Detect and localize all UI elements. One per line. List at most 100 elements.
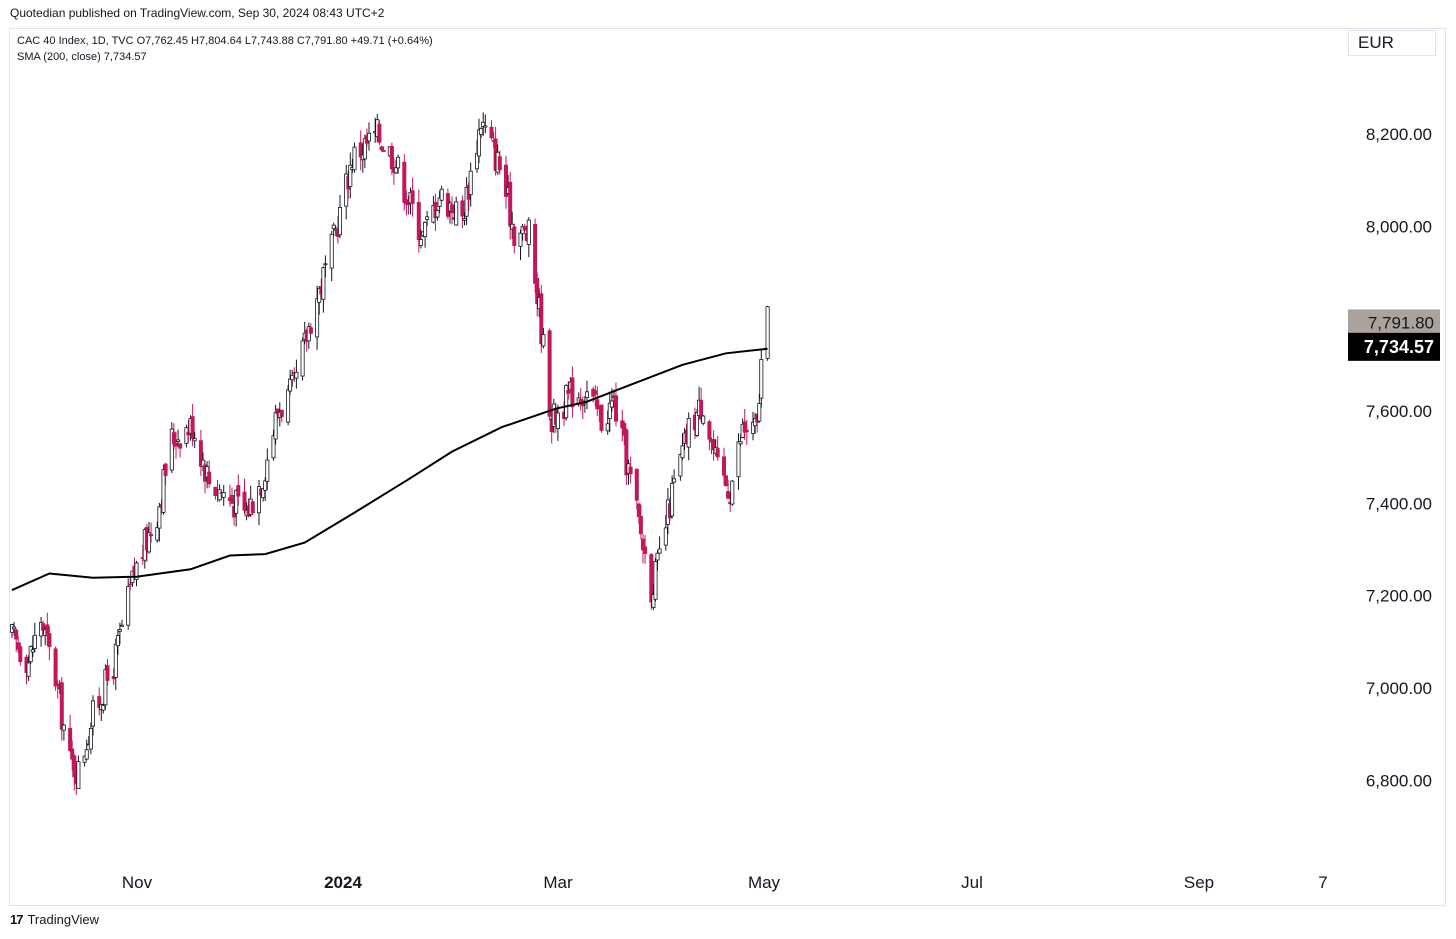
candle: [146, 522, 151, 554]
candle: [113, 638, 118, 690]
price-tick-label: 7,400.00: [1366, 494, 1432, 513]
candle: [655, 550, 660, 571]
time-tick-label: Nov: [122, 873, 153, 892]
time-tick-label: 2024: [324, 873, 362, 892]
candle: [12, 621, 17, 636]
candle: [28, 645, 33, 665]
candle: [308, 323, 313, 334]
candle: [26, 655, 31, 682]
currency-button[interactable]: EUR: [1348, 30, 1436, 56]
candle: [273, 404, 278, 445]
sma-line: [11, 347, 768, 592]
candle: [402, 154, 407, 211]
candle: [489, 120, 494, 140]
candle: [68, 714, 73, 753]
candle: [695, 409, 700, 438]
candle: [323, 255, 328, 278]
candle: [70, 740, 75, 771]
candle: [381, 146, 386, 153]
price-tick-label: 8,200.00: [1366, 125, 1432, 144]
candle: [416, 189, 421, 253]
candle: [39, 617, 44, 647]
candle: [126, 578, 131, 630]
candle: [47, 626, 52, 661]
chart-frame: [9, 28, 1446, 906]
candle: [711, 430, 716, 461]
time-tick-label: Mar: [543, 873, 573, 892]
candle: [657, 536, 662, 554]
time-tick-label: Sep: [1184, 873, 1214, 892]
candle: [423, 221, 428, 248]
candle: [555, 404, 560, 441]
candle: [686, 412, 691, 461]
candle: [306, 322, 311, 349]
time-tick-label: Jul: [961, 873, 983, 892]
candle: [198, 429, 203, 476]
candle: [344, 164, 349, 220]
candle: [173, 431, 178, 459]
last-price-label: 7,791.80: [1368, 313, 1434, 332]
candle: [535, 272, 540, 317]
candle: [678, 453, 683, 481]
candle: [425, 211, 430, 227]
candle: [649, 553, 654, 610]
candle: [84, 739, 89, 761]
candle: [288, 369, 293, 395]
candle: [497, 150, 502, 175]
candle: [101, 703, 106, 714]
candle: [97, 687, 102, 716]
candle: [366, 122, 371, 151]
candle: [578, 387, 583, 411]
candle: [221, 485, 226, 506]
price-tick-label: 8,000.00: [1366, 217, 1432, 236]
candle: [724, 475, 729, 487]
price-tags: 7,791.80 7,734.57: [1348, 309, 1440, 361]
candle: [103, 664, 108, 710]
candle: [439, 185, 444, 202]
candle: [634, 468, 639, 510]
candle: [595, 386, 600, 417]
candle: [638, 504, 643, 540]
candle: [564, 384, 569, 421]
candle: [541, 328, 546, 349]
candle: [250, 501, 255, 516]
candle: [503, 155, 508, 209]
candle: [53, 646, 58, 691]
candle: [358, 130, 363, 171]
candle: [348, 152, 353, 199]
candle: [134, 560, 139, 587]
price-tick-label: 7,000.00: [1366, 679, 1432, 698]
price-tick-label: 7,200.00: [1366, 587, 1432, 606]
candle: [377, 120, 382, 146]
candle: [190, 404, 195, 447]
candle: [88, 722, 93, 755]
candle: [570, 366, 575, 418]
candle: [643, 535, 648, 564]
candle: [76, 755, 81, 789]
candle: [91, 695, 96, 736]
candle: [744, 419, 749, 446]
candle: [192, 431, 197, 448]
candle: [105, 659, 110, 686]
candle: [476, 118, 481, 164]
candle: [265, 448, 270, 490]
candle: [460, 195, 465, 229]
candle: [61, 724, 66, 741]
candle: [547, 328, 552, 421]
last-price-tag: [1348, 309, 1440, 336]
tradingview-logo-icon: 17: [10, 912, 24, 927]
candles-layer: [9, 112, 770, 795]
candle: [279, 409, 284, 423]
candle: [418, 229, 423, 249]
symbol-ohlc-legend: CAC 40 Index, 1D, TVC O7,762.45 H7,804.6…: [17, 35, 433, 47]
candle: [163, 462, 168, 485]
candle: [55, 680, 60, 699]
candle: [454, 196, 459, 226]
candle: [759, 349, 764, 408]
candle: [229, 487, 234, 505]
candle: [437, 190, 442, 213]
candle: [9, 623, 14, 638]
time-tick-label: 7: [1318, 873, 1327, 892]
candle: [512, 223, 517, 254]
